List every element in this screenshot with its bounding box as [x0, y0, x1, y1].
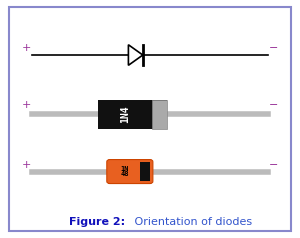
FancyBboxPatch shape — [107, 159, 153, 183]
Text: 1N4: 1N4 — [120, 106, 130, 123]
Text: Orientation of diodes: Orientation of diodes — [131, 217, 252, 227]
Text: −: − — [269, 43, 278, 53]
Text: +: + — [22, 100, 31, 110]
Text: +: + — [22, 43, 31, 53]
Bar — [98, 99, 167, 129]
Text: 48: 48 — [121, 171, 129, 177]
Bar — [152, 99, 167, 129]
Text: +: + — [22, 160, 31, 170]
Bar — [140, 162, 150, 181]
Polygon shape — [128, 45, 143, 65]
Text: Figure 2:: Figure 2: — [69, 217, 125, 227]
Text: −: − — [269, 160, 278, 170]
Text: 1N: 1N — [121, 166, 129, 172]
Text: −: − — [269, 100, 278, 110]
